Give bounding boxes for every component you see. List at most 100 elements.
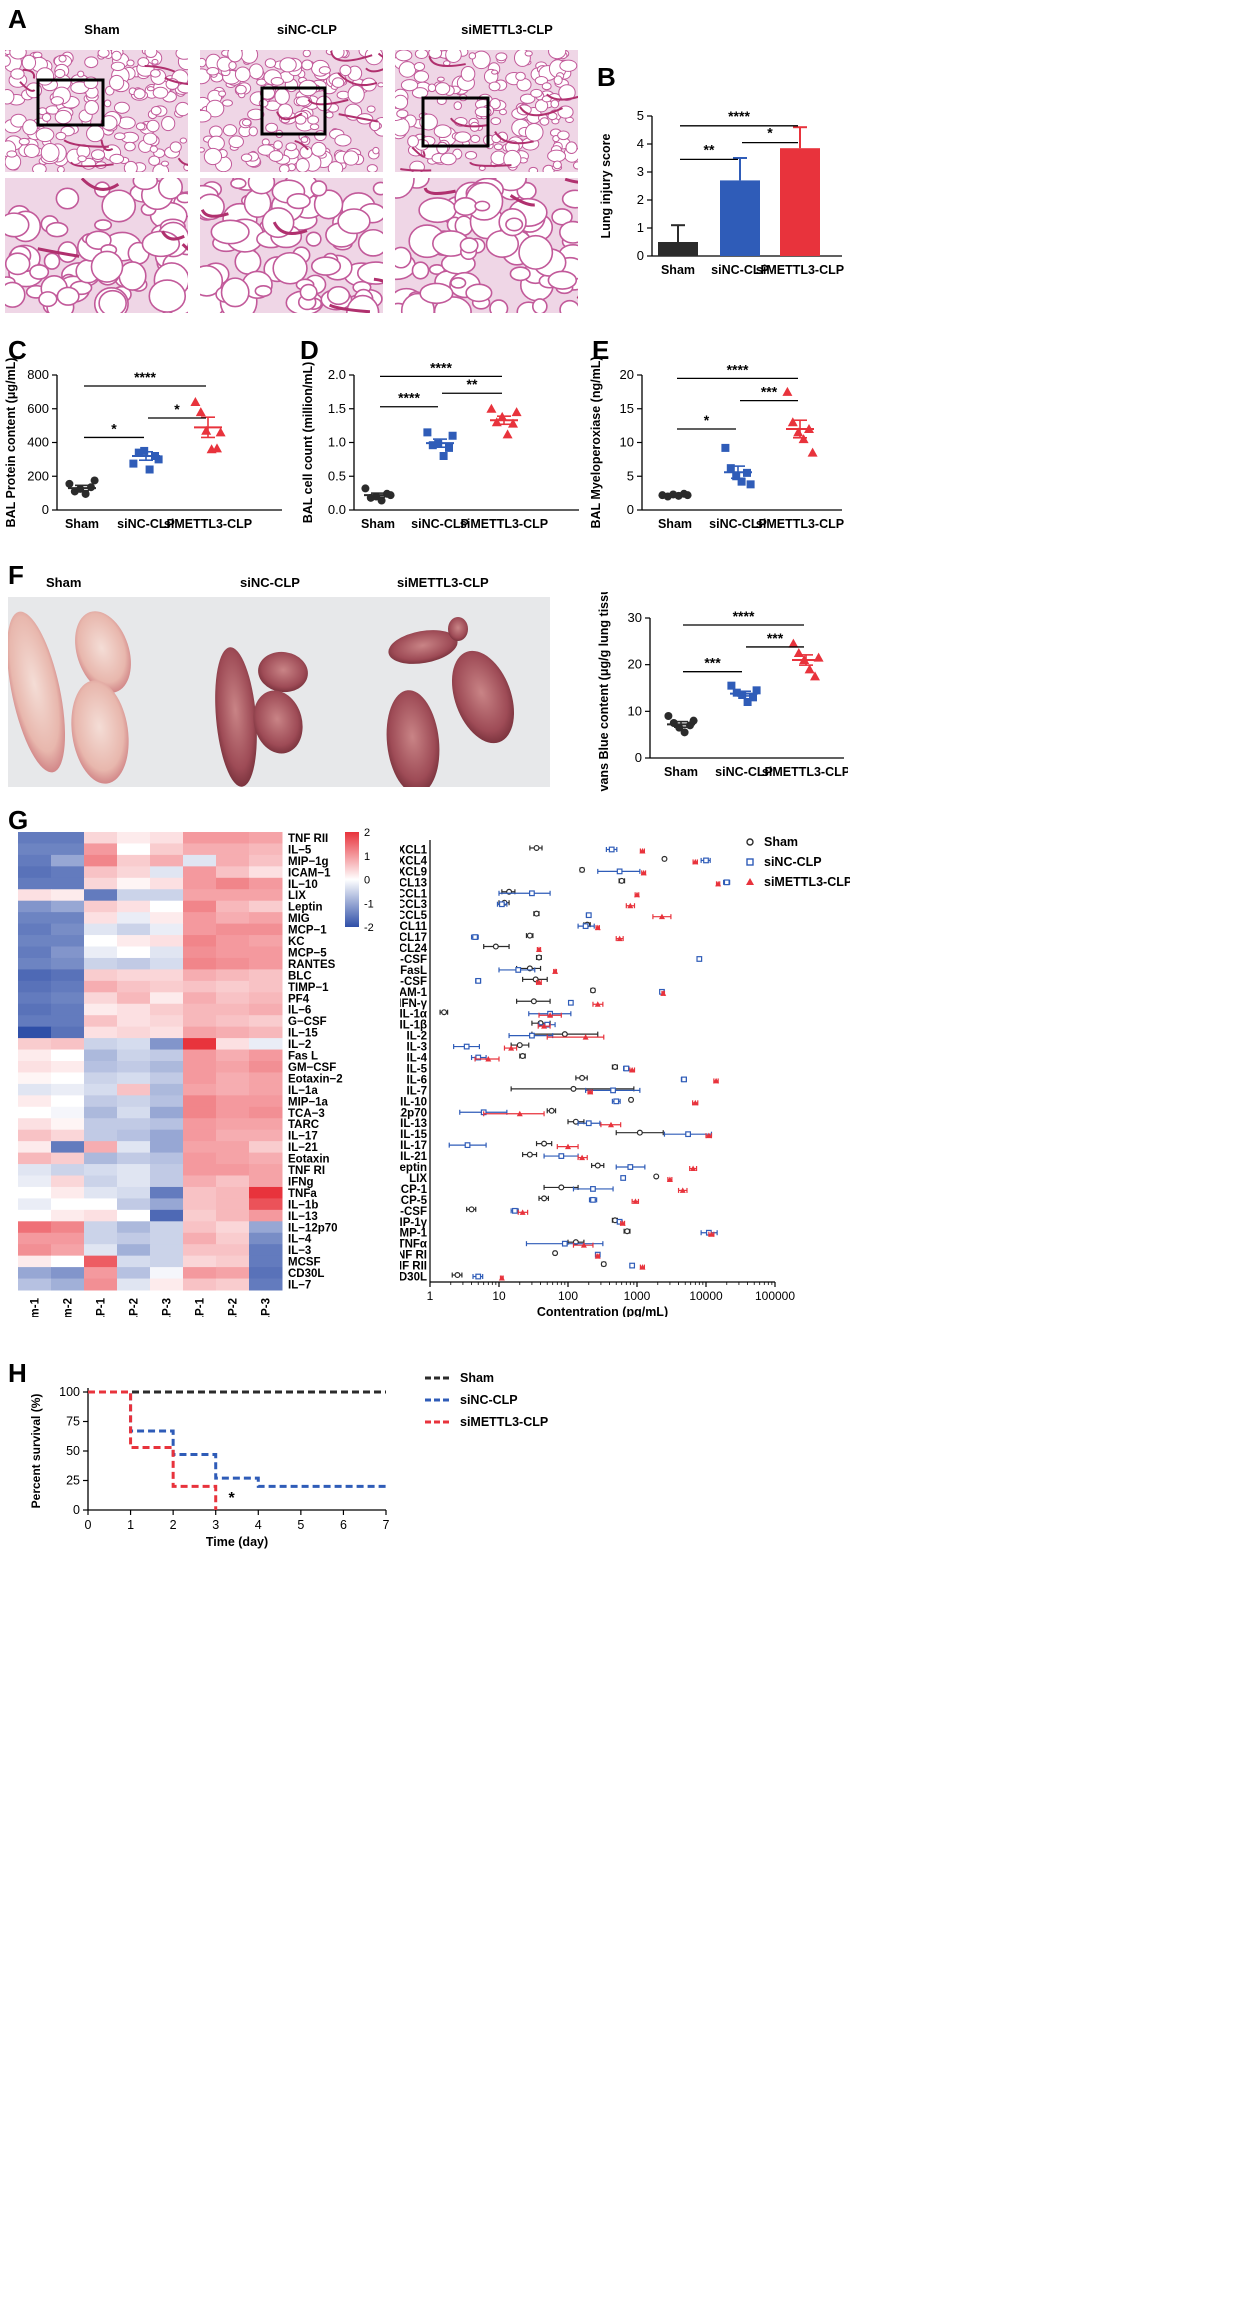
estimate-point	[547, 1012, 554, 1018]
heatmap-cell	[18, 1186, 52, 1199]
estimate-point	[532, 976, 539, 983]
heatmap-cell	[18, 854, 52, 867]
heatmap-row-label: Fas L	[288, 1051, 318, 1063]
heatmap-cell	[84, 912, 118, 925]
estimate-point	[627, 1164, 634, 1170]
heatmap-cell	[150, 1198, 184, 1211]
alveolus	[377, 82, 383, 88]
estimate-point	[692, 858, 699, 865]
heatmap-cell	[150, 935, 184, 947]
heatmap-cell	[183, 1267, 217, 1280]
heatmap-cell	[51, 1095, 85, 1108]
data-point	[140, 446, 149, 455]
heatmap-row-label: IL−17	[288, 1131, 318, 1143]
data-point	[726, 464, 735, 473]
x-tick-label: 100	[558, 1289, 578, 1303]
heatmap-cell	[84, 957, 118, 970]
y-axis-label: BAL Protein content (μg/mL)	[4, 358, 18, 528]
heatmap-cell	[249, 1106, 283, 1119]
heatmap-cell	[249, 877, 283, 890]
bar	[720, 180, 760, 256]
heatmap-cell	[183, 957, 217, 970]
y-tick-label: 15	[620, 401, 634, 416]
color-scale-tick: -1	[364, 898, 374, 910]
heatmap-cell	[84, 889, 118, 902]
alveolus	[505, 217, 524, 232]
vessel-wall	[161, 230, 185, 241]
heatmap-cell	[183, 1038, 217, 1051]
cytokine-label: LIX	[409, 1173, 427, 1185]
alveolus	[43, 252, 61, 270]
alveolus	[240, 153, 253, 163]
heatmap-cell	[84, 1175, 118, 1188]
heatmap-cell	[183, 1232, 217, 1245]
y-tick-label: 5	[637, 108, 644, 123]
lung-lobe	[258, 651, 308, 693]
alveolus	[331, 77, 345, 88]
heatmap-cell	[150, 912, 184, 925]
heatmap-cell	[150, 1141, 184, 1154]
alveolus	[395, 94, 409, 110]
estimate-point	[610, 1087, 616, 1094]
data-point	[423, 428, 432, 437]
cytokine-label: Leptin	[400, 1162, 427, 1174]
heatmap-cell	[18, 1049, 52, 1062]
alveolus	[557, 105, 574, 119]
alveolus	[561, 189, 578, 209]
legend-label: Sham	[460, 1371, 494, 1385]
y-tick-label: 25	[66, 1474, 80, 1488]
estimate-point	[530, 998, 537, 1005]
x-tick-label: Sham	[65, 517, 99, 531]
cytokine-label: MCP-1	[400, 1184, 428, 1196]
alveolus	[23, 143, 40, 158]
alveolus	[286, 193, 311, 210]
data-point	[752, 686, 761, 695]
heatmap-cell	[249, 1255, 283, 1268]
alveolus	[103, 99, 112, 108]
heatmap-cell	[18, 1038, 52, 1051]
heatmap-column-label: siMETTL3-CLP-3	[261, 1298, 273, 1317]
alveolus	[309, 123, 320, 131]
alveolus	[227, 50, 243, 63]
heatmap-cell	[150, 1152, 184, 1165]
significance-label: *	[228, 1490, 235, 1507]
heatmap-cell	[183, 1278, 217, 1291]
heatmap-cell	[117, 889, 151, 902]
heatmap-cell	[183, 946, 217, 959]
heatmap-cell	[84, 1164, 118, 1176]
vessel-wall	[564, 178, 578, 184]
alveolus	[559, 299, 578, 313]
lung-lobe	[388, 630, 458, 664]
heatmap-cell	[117, 832, 151, 844]
y-tick-label: 200	[27, 468, 49, 483]
panel-letter-h: H	[8, 1358, 27, 1388]
heatmap-cell	[117, 1026, 151, 1039]
data-point	[486, 403, 497, 413]
alveolus	[343, 150, 360, 166]
alveolus	[200, 109, 212, 123]
heatmap-row-label: Eotaxin	[288, 1154, 330, 1166]
heatmap-cell	[18, 935, 52, 947]
heatmap-cell	[117, 923, 151, 936]
estimate-point	[558, 1184, 565, 1191]
heatmap-row-label: MIP−1a	[288, 1096, 329, 1108]
alveolus	[247, 108, 265, 121]
vessel-wall	[423, 187, 456, 195]
y-tick-label: 100	[59, 1385, 80, 1399]
estimate-point	[585, 1120, 592, 1127]
data-point	[743, 698, 752, 706]
alveolus	[101, 189, 137, 223]
heatmap-cell	[117, 854, 151, 867]
alveolus	[146, 86, 155, 92]
heatmap-cell	[150, 957, 184, 970]
alveolus	[407, 135, 419, 148]
alveolus	[123, 160, 138, 172]
estimate-point	[475, 1054, 482, 1061]
heatmap-cell	[249, 1061, 283, 1073]
alveolus	[409, 160, 425, 172]
alveolus	[137, 57, 150, 68]
x-tick-label: 10	[492, 1289, 506, 1303]
estimate-point	[629, 1066, 636, 1073]
heatmap-cell	[84, 1072, 118, 1085]
